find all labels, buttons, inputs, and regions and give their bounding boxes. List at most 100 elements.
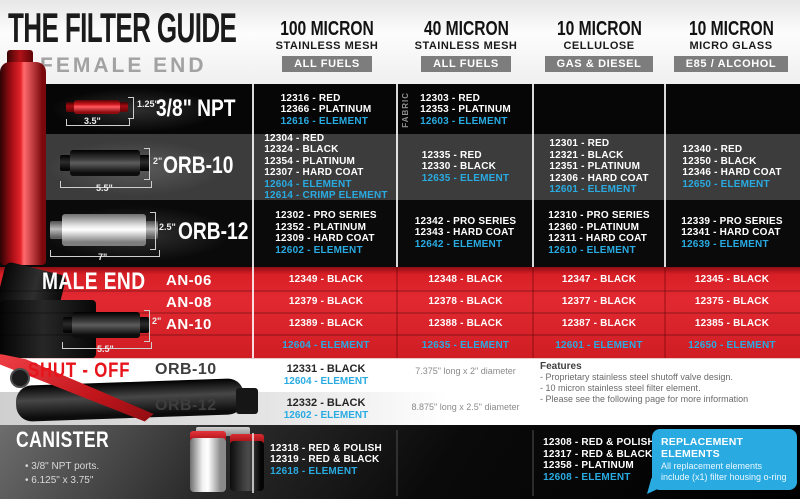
section-title-canister: CANISTER xyxy=(16,427,110,452)
fuel-badge: ALL FUELS xyxy=(421,56,511,72)
cell-canister-cellulose: 12308 - RED & POLISH 12317 - RED & BLACK… xyxy=(534,428,664,492)
column-divider xyxy=(396,84,398,267)
canister-bullet-1: • 3/8" NPT ports. xyxy=(25,461,100,472)
element-number: 12602 - ELEMENT xyxy=(283,409,369,421)
element-number: 12603 - ELEMENT xyxy=(420,115,508,127)
element-number: 12608 - ELEMENT xyxy=(543,471,631,483)
element-number: 12604 - ELEMENT xyxy=(264,178,352,190)
part-number: 12308 - RED & POLISH xyxy=(543,437,655,448)
part-number: 12353 - PLATINUM xyxy=(420,104,511,116)
part-number: 12316 - RED xyxy=(280,92,341,104)
cell-an08-glass: 12375 - BLACK xyxy=(694,296,770,308)
npt-length-line xyxy=(66,119,130,126)
part-number: 12302 - PRO SERIES xyxy=(275,210,377,221)
column-header-10-micron-cellulose: 10 MICRON CELLULOSE GAS & DIESEL xyxy=(535,18,663,72)
cell-orb12-40micron: 12342 - PRO SERIES 12343 - HARD COAT 126… xyxy=(399,200,532,266)
shutoff-valve-pivot xyxy=(10,368,30,388)
element-number: 12604 - ELEMENT xyxy=(283,375,369,387)
row-label-an06: AN-06 xyxy=(166,272,212,289)
page-title: THE FILTER GUIDE xyxy=(8,4,376,52)
part-number: 12331 - BLACK xyxy=(286,362,366,375)
part-number: 12343 - HARD COAT xyxy=(414,227,515,239)
cell-an06-cellulose: 12347 - BLACK xyxy=(561,274,637,286)
part-number: 12342 - PRO SERIES xyxy=(414,215,517,227)
section-title-male-end: MALE END xyxy=(42,268,146,295)
column-divider xyxy=(664,84,666,267)
orb10-filter-image xyxy=(60,150,150,176)
part-number: 12306 - HARD COAT xyxy=(549,172,649,184)
part-number: 12311 - HARD COAT xyxy=(548,233,648,244)
npt-length-label: 3.5" xyxy=(84,116,101,126)
npt-height-label: 1.25" xyxy=(137,99,159,109)
cell-orb10-cellulose: 12301 - RED 12321 - BLACK 12351 - PLATIN… xyxy=(534,134,664,200)
cell-male-element-100micron: 12604 - ELEMENT xyxy=(282,339,370,351)
part-number: 12340 - RED xyxy=(682,144,743,155)
cell-male-element-glass: 12650 - ELEMENT xyxy=(688,339,776,351)
column-media: CELLULOSE xyxy=(563,40,635,52)
features-title: Features xyxy=(540,361,582,372)
male-row-divider xyxy=(0,290,800,292)
column-media: STAINLESS MESH xyxy=(414,40,518,52)
fuel-badge: ALL FUELS xyxy=(282,56,372,72)
row-label-shutoff-orb12: ORB-12 xyxy=(155,397,217,414)
column-micron: 10 MICRON xyxy=(556,18,642,40)
row-label-an08: AN-08 xyxy=(166,294,212,311)
column-header-100-micron: 100 MICRON STAINLESS MESH ALL FUELS xyxy=(258,18,396,72)
element-number: 12614 - CRIMP ELEMENT xyxy=(264,190,388,201)
section-title-shut-off: SHUT - OFF xyxy=(28,359,131,382)
part-number: 12318 - RED & POLISH xyxy=(270,442,382,454)
male-length-line xyxy=(62,342,152,349)
part-number: 12351 - PLATINUM xyxy=(549,161,641,173)
orb12-height-line xyxy=(150,212,156,250)
element-number: 12602 - ELEMENT xyxy=(275,244,363,256)
part-number: 12307 - HARD COAT xyxy=(264,167,364,178)
cell-orb10-100micron: 12304 - RED 12324 - BLACK 12354 - PLATIN… xyxy=(256,133,396,202)
cell-an10-40micron: 12388 - BLACK xyxy=(428,318,503,330)
column-micron: 10 MICRON xyxy=(688,18,774,40)
part-number: 12330 - BLACK xyxy=(421,161,497,173)
male-height-line xyxy=(144,310,150,342)
column-divider xyxy=(664,267,666,358)
row-label-orb12: ORB-12 xyxy=(178,218,249,245)
part-number: 12301 - RED xyxy=(549,138,610,150)
row-label-an10: AN-10 xyxy=(166,316,212,333)
part-number: 12339 - PRO SERIES xyxy=(681,215,783,227)
cell-an10-glass: 12385 - BLACK xyxy=(694,318,770,330)
part-number: 12324 - BLACK xyxy=(264,144,339,155)
orb12-length-line xyxy=(50,250,160,257)
cell-an06-glass: 12345 - BLACK xyxy=(694,274,770,286)
replacement-elements-callout: REPLACEMENT ELEMENTS All replacement ele… xyxy=(652,429,797,490)
cell-male-element-40micron: 12635 - ELEMENT xyxy=(421,339,510,351)
part-number: 12341 - HARD COAT xyxy=(681,227,781,239)
part-number: 12332 - BLACK xyxy=(286,396,366,409)
cell-npt-40micron: 12303 - RED 12353 - PLATINUM 12603 - ELE… xyxy=(399,86,532,134)
element-number: 12618 - ELEMENT xyxy=(270,465,358,477)
element-number: 12642 - ELEMENT xyxy=(414,238,503,250)
row-label-shutoff-orb10: ORB-10 xyxy=(155,361,217,378)
cell-npt-100micron: 12316 - RED 12366 - PLATINUM 12616 - ELE… xyxy=(256,86,396,134)
cell-shutoff-orb12: 12332 - BLACK 12602 - ELEMENT xyxy=(256,394,396,424)
orb12-length-label: 7" xyxy=(98,252,108,262)
cell-an06-100micron: 12349 - BLACK xyxy=(288,274,364,286)
replacement-body: All replacement elements include (x1) fi… xyxy=(661,461,787,482)
cell-an06-40micron: 12348 - BLACK xyxy=(428,274,503,286)
shutoff-valve-cap xyxy=(236,388,258,414)
section-label-female-end: FEMALE END xyxy=(40,54,207,77)
replacement-title: REPLACEMENT ELEMENTS xyxy=(661,436,744,460)
canister-black-image xyxy=(230,441,264,491)
part-number: 12346 - HARD COAT xyxy=(682,167,782,178)
red-filter-product-image xyxy=(0,62,46,265)
canister-black-cap xyxy=(230,434,264,445)
part-number: 12335 - RED xyxy=(421,149,482,161)
part-number: 12319 - RED & BLACK xyxy=(270,454,380,466)
male-height-label: 2" xyxy=(152,316,162,326)
shutoff-orb10-size: 7.375" long x 2" diameter xyxy=(415,366,516,376)
element-number: 12610 - ELEMENT xyxy=(548,244,636,256)
column-divider xyxy=(396,267,398,358)
fuel-badge: E85 / ALCOHOL xyxy=(673,56,789,72)
feature-item: - Please see the following page for more… xyxy=(540,394,749,404)
cell-an08-cellulose: 12377 - BLACK xyxy=(561,296,637,308)
column-divider xyxy=(532,84,534,267)
cell-shutoff-orb10: 12331 - BLACK 12604 - ELEMENT xyxy=(256,360,396,390)
